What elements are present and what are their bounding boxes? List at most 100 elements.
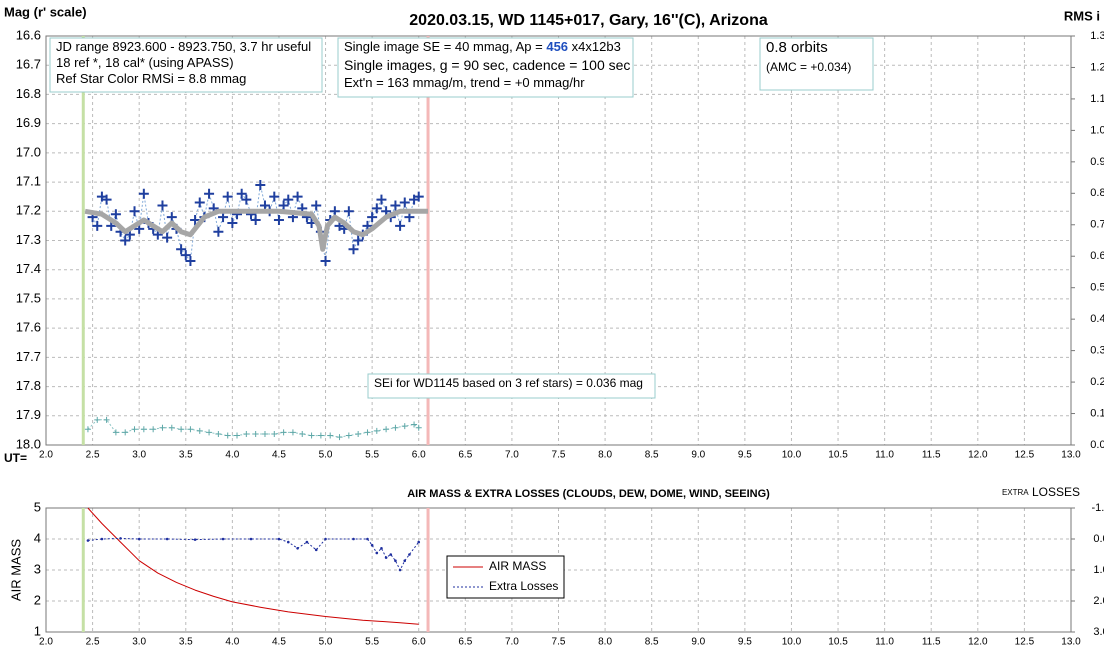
data-point [119,537,122,540]
y2-axis-label-part: LOSSES [1029,485,1080,499]
x-tick-label: 3.5 [179,637,193,648]
data-point [389,553,393,556]
y-tick-label: 5 [34,499,41,514]
y2-tick-label: 0.20 [1090,376,1104,388]
annotation-part: Single images, g = 90 sec, cadence = 100… [344,57,630,73]
chart-title: 2020.03.15, WD 1145+017, Gary, 16''(C), … [409,12,768,29]
data-point [352,537,355,541]
data-point [194,197,205,208]
data-point [380,547,383,550]
y2-tick-label: 0.90 [1090,156,1104,168]
annotation-part: Ref Star Color RMSi = 8.8 mmag [56,71,246,86]
x-tick-label: 12.0 [968,450,988,461]
x-tick-label: 5.0 [319,450,333,461]
y-tick-label: 17.9 [16,407,41,422]
annotation-text: Single images, g = 90 sec, cadence = 100… [344,57,630,73]
y2-axis-label: EXTRA LOSSES [1002,485,1080,499]
x-tick-label: 6.0 [412,450,426,461]
data-point [283,194,294,205]
data-point [236,188,247,199]
x-tick-label: 5.5 [365,637,379,648]
data-point [343,206,354,217]
annotation-part: 18 ref *, 18 cal* (using APASS) [56,55,234,70]
y-tick-label: 17.2 [16,203,41,218]
data-point [221,537,225,541]
data-point [280,429,287,436]
y2-axis-label-part: EXTRA [1002,488,1029,497]
x-tick-label: 10.0 [782,637,802,648]
data-point [273,215,284,226]
x-tick-label: 4.5 [272,450,286,461]
x-tick-label: 10.5 [828,637,848,648]
x-tick-label: 8.5 [645,450,659,461]
x-tick-label: 9.0 [691,637,705,648]
data-point [162,232,173,243]
x-tick-label: 13.0 [1061,450,1081,461]
data-point [112,429,119,436]
data-point [367,212,378,223]
data-point [252,430,259,437]
annotation-box [367,373,656,399]
annotation-part: 456 [546,39,568,54]
data-point [314,548,318,552]
data-point [277,537,281,541]
annotation-text: JD range 8923.600 - 8923.750, 3.7 hr use… [56,39,311,54]
data-point [168,424,175,431]
y2-axis-label: RMS i [1064,8,1100,23]
data-point [159,424,166,431]
annotation-text: 18 ref *, 18 cal* (using APASS) [56,55,234,70]
data-point [103,416,110,423]
data-point [137,537,141,541]
x-tick-label: 4.0 [225,637,239,648]
data-point [355,430,362,437]
data-point [336,434,343,441]
data-point [373,427,380,434]
x-tick-label: 9.5 [738,450,752,461]
y-tick-label: 17.7 [16,349,41,364]
data-point [408,553,411,556]
x-tick-label: 2.5 [86,637,100,648]
data-point [383,426,390,433]
data-point [384,556,388,559]
x-tick-label: 3.0 [132,450,146,461]
data-point [398,568,402,572]
y2-tick-label: -1.0 [1092,502,1104,514]
data-point [190,215,201,226]
annotation-text: Ref Star Color RMSi = 8.8 mmag [56,71,246,86]
series-line [87,419,419,438]
chart-title: AIR MASS & EXTRA LOSSES (CLOUDS, DEW, DO… [407,488,770,500]
y-tick-label: 17.1 [16,174,41,189]
data-point [193,538,197,541]
data-point [129,206,140,217]
y-tick-label: 17.0 [16,144,41,159]
y-axis-label: Mag (r' scale) [4,4,87,19]
x-tick-label: 11.5 [922,450,941,461]
y2-tick-label: 0.40 [1090,313,1104,325]
y-tick-label: 17.8 [16,378,41,393]
data-point [243,430,250,437]
y2-tick-label: 2.0 [1093,595,1104,607]
data-point [366,537,369,541]
data-point [157,200,168,211]
data-point [165,537,169,541]
data-point [390,200,401,211]
annotation-text: (AMC = +0.034) [766,60,851,74]
x-tick-label: 7.0 [505,450,519,461]
y2-tick-label: 0.10 [1090,407,1104,419]
annotation-part: Single image SE = 40 mmag, Ap = [344,39,546,54]
data-point [345,432,352,439]
data-point [101,194,112,205]
data-point [370,543,374,547]
x-tick-label: 3.0 [132,637,146,648]
data-point [234,432,241,439]
annotation-box [49,37,323,93]
data-point [222,191,233,202]
x-tick-label: 11.0 [875,637,894,648]
annotation-box [759,37,874,91]
data-point [371,203,382,214]
y2-tick-label: 1.10 [1090,93,1104,105]
x-tick-label: 6.5 [458,450,472,461]
data-point [84,426,91,433]
data-point [259,200,270,211]
